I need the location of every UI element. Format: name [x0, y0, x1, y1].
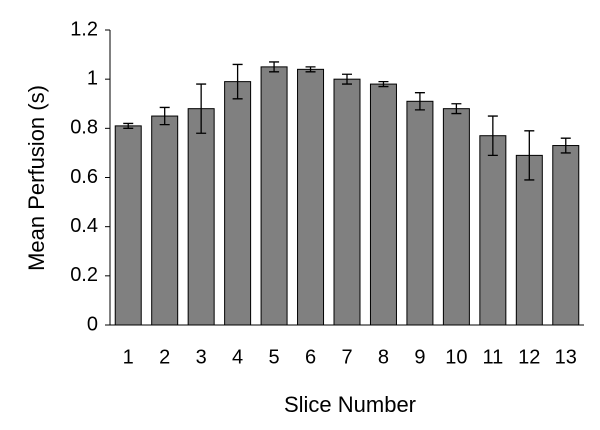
bar — [114, 125, 142, 326]
error-bar — [342, 73, 352, 85]
error-bar — [414, 92, 425, 111]
error-bar — [378, 80, 389, 88]
bar — [297, 68, 325, 326]
x-tick-label: 9 — [414, 346, 425, 368]
y-tick-label: 1.2 — [70, 18, 98, 40]
error-bar — [524, 130, 535, 181]
x-tick-label: 11 — [482, 346, 503, 368]
x-tick-label: 6 — [305, 346, 316, 368]
x-tick-label: 2 — [159, 346, 170, 368]
x-tick-label: 8 — [378, 346, 389, 368]
error-bar — [560, 137, 571, 154]
x-tick-label: 10 — [445, 346, 467, 368]
bar — [515, 154, 543, 326]
bar — [406, 100, 434, 326]
bar — [224, 81, 252, 326]
x-tick-label: 4 — [232, 346, 243, 368]
error-bar — [487, 115, 498, 157]
x-tick-label: 1 — [123, 346, 134, 368]
error-bar — [232, 63, 243, 100]
error-bar — [159, 106, 170, 126]
x-tick-label: 12 — [518, 346, 540, 368]
x-tick-label: 7 — [341, 346, 352, 368]
x-tick-label: 13 — [555, 346, 577, 368]
y-tick-label: 0.2 — [70, 264, 98, 286]
x-tick-label: 3 — [196, 346, 207, 368]
bar — [552, 145, 580, 326]
bar — [369, 83, 397, 326]
bar — [151, 115, 179, 326]
y-axis-title: Mean Perfusion (s) — [24, 85, 49, 271]
x-axis-title: Slice Number — [284, 392, 416, 417]
error-bar — [305, 66, 316, 73]
bar — [442, 108, 470, 326]
bar — [260, 66, 288, 326]
y-tick-label: 0.8 — [70, 117, 98, 139]
error-bar — [196, 83, 207, 134]
y-tick-label: 1 — [87, 67, 98, 89]
bar — [333, 78, 361, 326]
bar — [479, 135, 507, 326]
error-bar — [269, 61, 280, 73]
y-tick-label: 0.6 — [70, 166, 98, 188]
bar — [187, 108, 215, 326]
x-tick-label: 5 — [269, 346, 280, 368]
y-tick-label: 0 — [87, 313, 98, 335]
error-bar — [451, 103, 462, 115]
y-tick-label: 0.4 — [70, 215, 98, 237]
error-bar — [123, 122, 134, 129]
